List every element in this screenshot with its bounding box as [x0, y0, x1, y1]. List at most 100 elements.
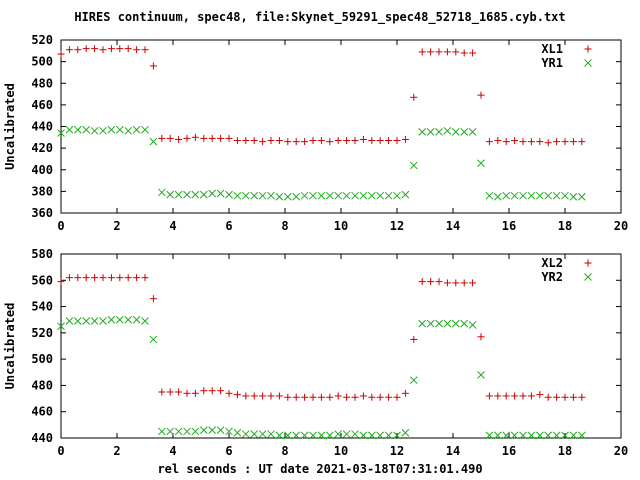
data-point [401, 389, 409, 397]
data-point [292, 192, 301, 201]
data-point [216, 426, 225, 434]
data-point [73, 317, 82, 325]
data-point [577, 431, 586, 440]
data-point [342, 191, 351, 200]
data-point [99, 274, 107, 282]
data-point [267, 392, 275, 400]
data-point [527, 191, 536, 200]
data-point [300, 431, 309, 440]
data-point [385, 393, 393, 401]
data-point [569, 431, 578, 440]
data-point [309, 431, 317, 440]
x-tick-label: 18 [558, 444, 572, 458]
data-point [208, 387, 216, 395]
x-tick-label: 4 [169, 444, 176, 458]
data-point [426, 319, 435, 328]
data-point [65, 274, 73, 282]
data-point [317, 393, 325, 401]
x-tick-label: 2 [113, 219, 120, 233]
data-point [284, 393, 292, 401]
data-point [418, 128, 427, 136]
data-point [359, 392, 367, 400]
data-point [233, 137, 241, 145]
x-tick-label: 12 [390, 444, 404, 458]
data-point [91, 274, 99, 282]
plot-frame [60, 253, 622, 439]
data-point [460, 49, 468, 57]
y-tick-label: 480 [31, 378, 53, 392]
data-point [267, 191, 275, 200]
data-point [191, 389, 199, 397]
data-point [443, 319, 452, 328]
series-YR1 [57, 125, 586, 201]
data-point [149, 335, 158, 344]
x-axis-label: rel seconds : UT date 2021-03-18T07:31:0… [157, 462, 483, 476]
data-point [258, 430, 267, 438]
y-tick-label: 400 [31, 163, 53, 177]
data-point [124, 315, 133, 324]
data-point [57, 322, 65, 331]
data-point [334, 191, 343, 200]
legend-marker [584, 259, 592, 267]
data-point [225, 134, 233, 142]
data-point [376, 393, 384, 401]
data-point [183, 389, 191, 397]
data-point [132, 125, 141, 134]
data-point [124, 274, 132, 282]
data-point [460, 319, 469, 328]
data-point [233, 191, 242, 200]
data-point [367, 191, 376, 200]
data-point [115, 125, 124, 134]
data-point [191, 427, 200, 436]
data-point [141, 317, 149, 325]
data-point [124, 126, 133, 135]
x-tick-label: 16 [502, 219, 516, 233]
data-point [258, 191, 267, 200]
data-point [275, 392, 283, 400]
data-point [553, 138, 561, 146]
data-point [225, 190, 233, 199]
x-tick-label: 10 [334, 444, 348, 458]
data-point [107, 274, 115, 282]
data-point [409, 376, 418, 385]
data-point [141, 46, 149, 54]
data-point [317, 137, 325, 145]
data-point [166, 427, 175, 436]
y-tick-label: 520 [31, 326, 53, 340]
data-point [385, 137, 393, 145]
data-point [409, 161, 418, 170]
data-point [124, 45, 132, 53]
data-point [477, 371, 485, 379]
legend-marker [584, 273, 592, 281]
x-tick-label: 8 [281, 444, 288, 458]
chart-panel-2: 0 2 4 6 8 10 12 14 16 18 20 440 460 480 500 520 540 560 58… [3, 247, 628, 458]
data-point [233, 428, 242, 437]
data-point [359, 135, 367, 143]
data-point [418, 48, 426, 56]
data-point [376, 191, 385, 200]
data-point [82, 317, 91, 325]
data-point [132, 315, 141, 324]
data-point [91, 45, 99, 53]
data-point [519, 392, 527, 400]
data-point [536, 138, 544, 146]
data-point [451, 128, 460, 136]
x-tick-label: 18 [558, 219, 572, 233]
data-point [166, 190, 175, 199]
data-point [242, 137, 250, 145]
data-point [133, 46, 141, 54]
data-point [451, 319, 460, 328]
data-point [393, 393, 401, 401]
data-point [317, 191, 326, 200]
data-point [493, 431, 502, 440]
data-point [552, 191, 561, 200]
data-point [149, 295, 157, 303]
data-point [65, 46, 73, 54]
data-point [225, 389, 233, 397]
y-tick-label: 580 [31, 247, 53, 261]
x-tick-label: 4 [169, 219, 176, 233]
data-point [410, 93, 418, 101]
data-point [485, 191, 494, 200]
data-point [208, 426, 217, 434]
data-point [115, 315, 124, 324]
